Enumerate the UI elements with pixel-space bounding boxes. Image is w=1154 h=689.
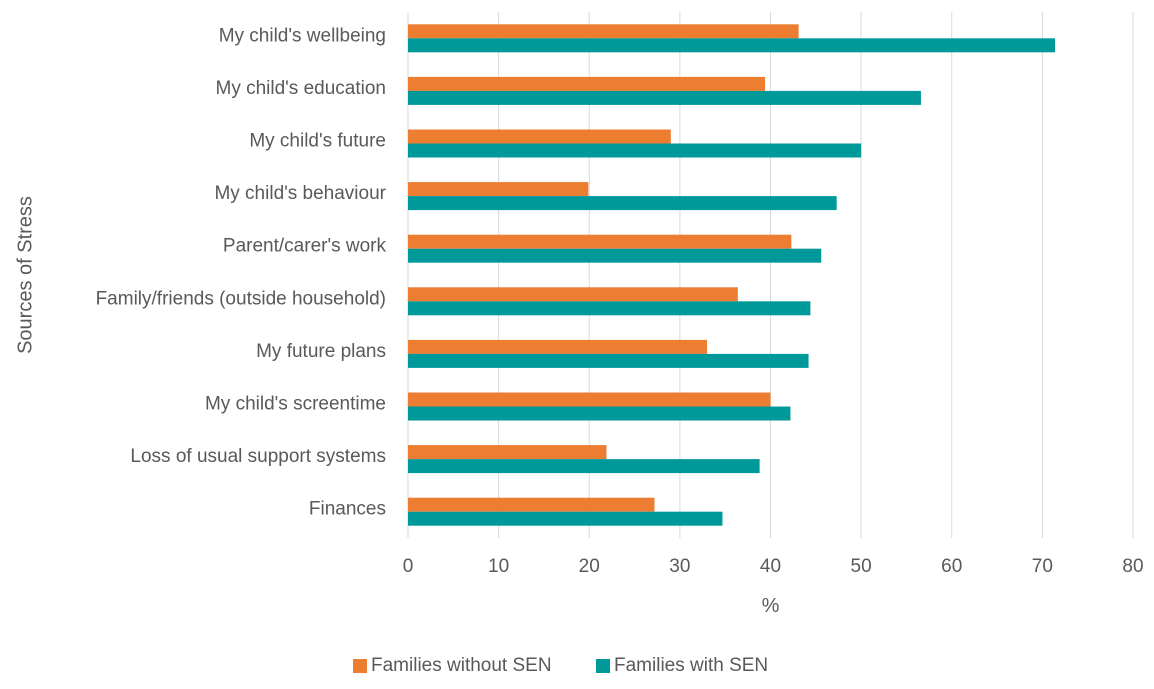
bar-without-sen-6 [408, 182, 589, 197]
bar-without-sen-5 [408, 234, 792, 249]
x-tick-labels: 0 10 20 30 40 50 60 70 80 [403, 556, 1144, 577]
x-tick-label: 40 [760, 556, 781, 577]
category-labels: Finances Loss of usual support systems My … [96, 25, 387, 519]
bar-with-sen-4 [408, 301, 811, 316]
bar-without-sen-1 [408, 445, 607, 460]
bar-without-sen-7 [408, 129, 671, 144]
legend-swatch-with-sen [596, 659, 610, 673]
bar-without-sen-0 [408, 497, 655, 512]
category-label: My child's education [216, 78, 387, 99]
category-label: My child's future [249, 131, 386, 152]
bar-without-sen-8 [408, 76, 766, 91]
bar-with-sen-2 [408, 406, 791, 421]
bar-with-sen-8 [408, 90, 921, 105]
category-label: My child's screentime [205, 394, 386, 415]
bars [408, 24, 1056, 526]
bar-with-sen-1 [408, 459, 760, 474]
legend-label-without-sen: Families without SEN [371, 655, 552, 676]
bar-with-sen-9 [408, 38, 1056, 53]
bar-with-sen-3 [408, 353, 809, 368]
bar-without-sen-2 [408, 392, 771, 407]
bar-with-sen-7 [408, 143, 862, 158]
category-label: Parent/carer's work [223, 236, 387, 257]
category-label: My future plans [256, 341, 386, 362]
bar-with-sen-5 [408, 248, 822, 263]
x-tick-label: 20 [579, 556, 600, 577]
legend-swatch-without-sen [353, 659, 367, 673]
bar-without-sen-9 [408, 24, 799, 39]
bar-with-sen-0 [408, 511, 723, 526]
x-tick-label: 60 [941, 556, 962, 577]
x-tick-label: 0 [403, 556, 414, 577]
x-tick-label: 10 [488, 556, 509, 577]
bar-without-sen-3 [408, 339, 708, 354]
category-label: Finances [309, 499, 386, 520]
category-label: Loss of usual support systems [130, 446, 386, 467]
x-tick-label: 30 [669, 556, 690, 577]
x-tick-label: 50 [851, 556, 872, 577]
category-label: My child's behaviour [214, 183, 386, 204]
x-tick-label: 70 [1032, 556, 1053, 577]
y-axis-title: Sources of Stress [14, 196, 36, 354]
x-tick-label: 80 [1122, 556, 1143, 577]
bar-with-sen-6 [408, 196, 837, 211]
bar-without-sen-4 [408, 287, 738, 302]
category-label: My child's wellbeing [219, 25, 386, 46]
legend-label-with-sen: Families with SEN [614, 655, 768, 676]
x-axis-title: % [762, 595, 780, 617]
legend: Families without SEN Families with SEN [353, 655, 768, 676]
category-label: Family/friends (outside household) [96, 288, 386, 309]
